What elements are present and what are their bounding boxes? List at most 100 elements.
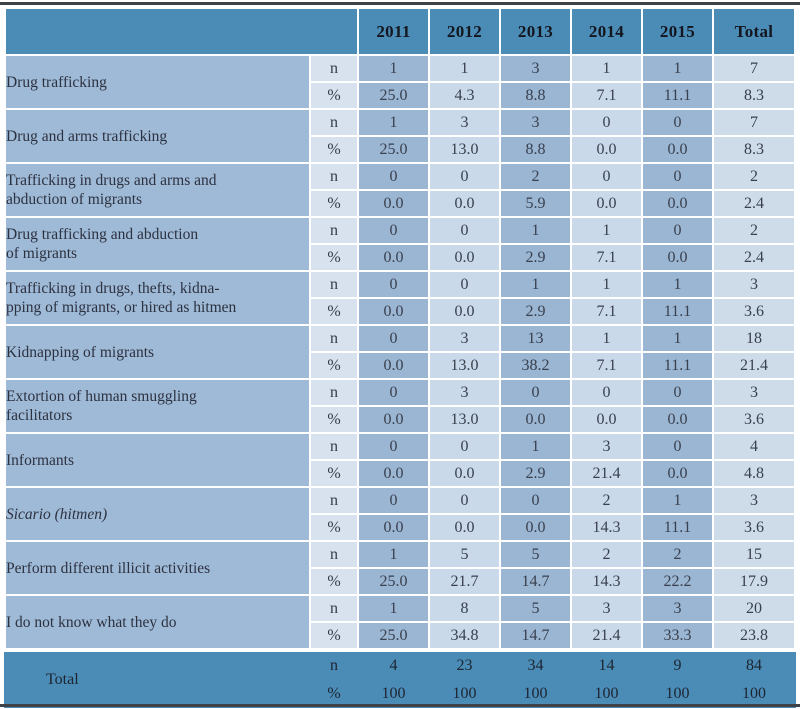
- cell-n: 0: [643, 380, 712, 405]
- cell-n: 0: [359, 488, 428, 513]
- table-content: 2011 2012 2013 2014 2015 Total Drug traf…: [4, 7, 796, 708]
- category-group: Trafficking in drugs and arms and abduct…: [6, 164, 794, 216]
- cell-n: 0: [572, 164, 641, 189]
- cell-pct: 0.0: [572, 137, 641, 162]
- sub-label-pct: %: [311, 515, 357, 540]
- cell-pct: 2.4: [714, 245, 794, 270]
- sub-label-n: n: [311, 164, 357, 189]
- cell-n: 0: [359, 380, 428, 405]
- cell-pct: 21.4: [572, 461, 641, 486]
- cell-pct: 22.2: [643, 569, 712, 594]
- cell-n: 3: [430, 110, 499, 135]
- cell-n: 0: [359, 272, 428, 297]
- cell-n: 1: [359, 542, 428, 567]
- cell-pct: 0.0: [359, 245, 428, 270]
- row-label: Informants: [6, 434, 309, 486]
- total-cell-pct: 100: [523, 685, 548, 702]
- total-row-label: Total: [46, 671, 79, 688]
- cell-n: 0: [359, 326, 428, 351]
- sub-label-n: n: [311, 56, 357, 81]
- bottom-frame-border: [0, 704, 800, 707]
- cell-pct: 8.3: [714, 83, 794, 108]
- cell-pct: 38.2: [501, 353, 570, 378]
- cell-pct: 4.8: [714, 461, 794, 486]
- cell-pct: 13.0: [430, 407, 499, 432]
- cell-n: 0: [643, 164, 712, 189]
- cell-n: 3: [572, 596, 641, 621]
- cell-n: 1: [572, 272, 641, 297]
- sub-label-n: n: [311, 542, 357, 567]
- cell-n: 0: [572, 110, 641, 135]
- cell-pct: 14.7: [501, 569, 570, 594]
- cell-pct: 4.3: [430, 83, 499, 108]
- row-label: I do not know what they do: [6, 596, 309, 648]
- cell-n: 3: [430, 380, 499, 405]
- cell-pct: 0.0: [359, 299, 428, 324]
- cell-pct: 11.1: [643, 515, 712, 540]
- category-group: Extortion of human smuggling facilitator…: [6, 380, 794, 432]
- top-frame-border: [0, 2, 800, 5]
- sub-label-pct: %: [311, 83, 357, 108]
- header-year-2011: 2011: [359, 9, 428, 54]
- row-label: Kidnapping of migrants: [6, 326, 309, 378]
- cell-n: 3: [572, 434, 641, 459]
- cell-pct: 2.9: [501, 299, 570, 324]
- cell-n: 2: [714, 164, 794, 189]
- cell-n: 3: [430, 326, 499, 351]
- cell-pct: 13.0: [430, 137, 499, 162]
- cell-pct: 0.0: [359, 461, 428, 486]
- cell-n: 1: [572, 218, 641, 243]
- cell-n: 7: [714, 56, 794, 81]
- cell-n: 4: [714, 434, 794, 459]
- table-header: 2011 2012 2013 2014 2015 Total: [6, 9, 794, 54]
- total-sub-pct: %: [327, 685, 341, 702]
- cell-pct: 0.0: [359, 353, 428, 378]
- cell-n: 0: [359, 218, 428, 243]
- cell-pct: 7.1: [572, 83, 641, 108]
- total-cell-n: 4: [389, 657, 398, 674]
- cell-n: 1: [501, 272, 570, 297]
- cell-pct: 11.1: [643, 83, 712, 108]
- cell-pct: 7.1: [572, 353, 641, 378]
- total-cell-pct: 100: [594, 685, 619, 702]
- sub-label-n: n: [311, 272, 357, 297]
- cell-n: 1: [501, 218, 570, 243]
- cell-n: 1: [359, 56, 428, 81]
- cell-pct: 23.8: [714, 623, 794, 648]
- category-group: Drug and arms trafficking n 1 3 3 0 0 7% 25.0 13.…: [6, 110, 794, 162]
- cell-pct: 2.9: [501, 461, 570, 486]
- cell-pct: 7.1: [572, 299, 641, 324]
- row-label: Trafficking in drugs and arms and abduct…: [6, 164, 309, 216]
- cell-pct: 14.3: [572, 569, 641, 594]
- sub-label-n: n: [311, 326, 357, 351]
- crime-activities-table: 2011 2012 2013 2014 2015 Total Drug traf…: [4, 7, 796, 650]
- cell-pct: 0.0: [643, 245, 712, 270]
- cell-n: 0: [643, 110, 712, 135]
- cell-pct: 0.0: [430, 299, 499, 324]
- cell-n: 2: [572, 542, 641, 567]
- cell-n: 2: [501, 164, 570, 189]
- cell-pct: 3.6: [714, 407, 794, 432]
- cell-n: 3: [643, 596, 712, 621]
- cell-pct: 0.0: [643, 137, 712, 162]
- total-cell-n: 34: [527, 657, 544, 674]
- sub-label-n: n: [311, 596, 357, 621]
- header-year-2013: 2013: [501, 9, 570, 54]
- cell-pct: 11.1: [643, 299, 712, 324]
- cell-pct: 25.0: [359, 83, 428, 108]
- cell-pct: 0.0: [572, 191, 641, 216]
- row-label: Perform different illicit activities: [6, 542, 309, 594]
- cell-n: 5: [430, 542, 499, 567]
- cell-pct: 3.6: [714, 299, 794, 324]
- sub-label-n: n: [311, 218, 357, 243]
- cell-n: 0: [501, 380, 570, 405]
- cell-pct: 21.7: [430, 569, 499, 594]
- cell-n: 0: [501, 488, 570, 513]
- cell-n: 7: [714, 110, 794, 135]
- cell-pct: 14.7: [501, 623, 570, 648]
- cell-n: 3: [714, 488, 794, 513]
- cell-n: 1: [501, 434, 570, 459]
- cell-pct: 0.0: [643, 461, 712, 486]
- cell-pct: 0.0: [643, 191, 712, 216]
